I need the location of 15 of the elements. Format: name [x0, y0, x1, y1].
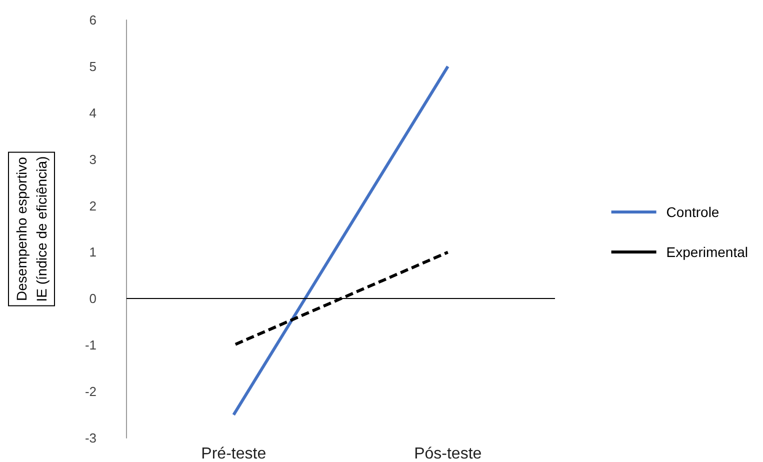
y-tick-label: -2	[84, 384, 96, 400]
y-tick-label: 6	[89, 12, 96, 28]
legend-label: Controle	[666, 204, 720, 220]
legend-label: Experimental	[666, 244, 748, 260]
y-tick-label: -3	[84, 430, 96, 446]
x-tick-label: Pós-teste	[414, 446, 482, 462]
y-axis-title: Desempenho esportivo IE (índice de eficiência)	[14, 156, 50, 302]
y-tick-label: 5	[89, 58, 96, 74]
x-tick-label: Pré-teste	[201, 446, 266, 462]
y-tick-label: -1	[84, 338, 96, 353]
y-tick-label: 0	[89, 291, 96, 306]
y-tick-label: 2	[89, 198, 96, 214]
y-tick-label: 4	[89, 105, 96, 120]
y-tick-label: 1	[89, 244, 96, 260]
y-tick-label: 3	[89, 152, 96, 167]
